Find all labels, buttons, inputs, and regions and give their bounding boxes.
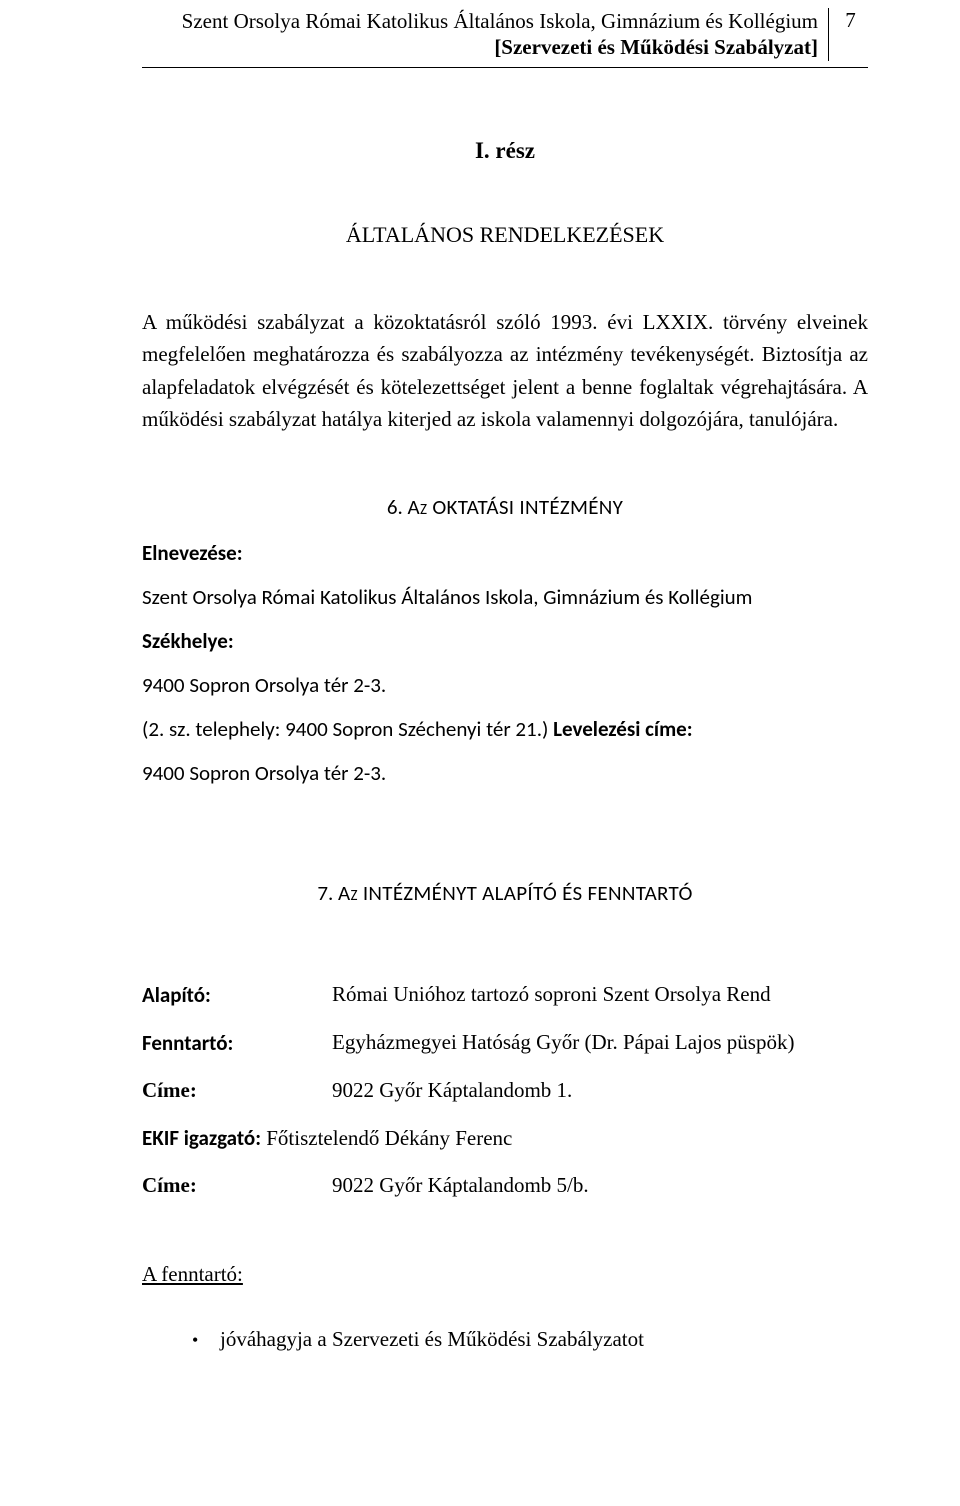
spacer bbox=[142, 926, 868, 966]
table-row: Alapító: Római Unióhoz tartozó soproni S… bbox=[142, 974, 868, 1022]
table-row: Címe: 9022 Győr Káptalandomb 5/b. bbox=[142, 1165, 868, 1212]
founder-key: Alapító: bbox=[142, 974, 332, 1022]
table-row: Címe: 9022 Győr Káptalandomb 1. bbox=[142, 1070, 868, 1117]
maintainer-label: A fenntartó: bbox=[142, 1262, 868, 1287]
ekif-row: EKIF igazgató: Főtisztelendő Dékány Fere… bbox=[142, 1125, 868, 1151]
header-rule bbox=[142, 67, 868, 68]
address-val: 9022 Győr Káptalandomb 1. bbox=[332, 1070, 868, 1117]
section-7-heading: 7. Az INTÉZMÉNYT ALAPÍTÓ ÉS FENNTARTÓ bbox=[142, 880, 868, 906]
ekif-val: Főtisztelendő Dékány Ferenc bbox=[261, 1126, 512, 1150]
section-6-number: 6. bbox=[387, 494, 403, 520]
spacer bbox=[142, 804, 868, 862]
list-item: jóváhagyja a Szervezeti és Működési Szab… bbox=[220, 1327, 868, 1352]
address2-table: Címe: 9022 Győr Káptalandomb 5/b. bbox=[142, 1165, 868, 1212]
site-and-mailing-label: (2. sz. telephely: 9400 Sopron Széchenyi… bbox=[142, 716, 868, 742]
founder-table: Alapító: Római Unióhoz tartozó soproni S… bbox=[142, 974, 868, 1117]
section-6-title: Az OKTATÁSI INTÉZMÉNY bbox=[408, 494, 624, 520]
page-header: Szent Orsolya Római Katolikus Általános … bbox=[142, 8, 868, 61]
address2-val: 9022 Győr Káptalandomb 5/b. bbox=[332, 1165, 868, 1212]
section-6-heading: 6. Az OKTATÁSI INTÉZMÉNY bbox=[142, 494, 868, 520]
header-text: Szent Orsolya Római Katolikus Általános … bbox=[142, 8, 818, 61]
section-7-number: 7. bbox=[317, 880, 333, 906]
part-heading: I. rész bbox=[142, 138, 868, 164]
header-doc-title: [Szervezeti és Működési Szabályzat] bbox=[142, 34, 818, 60]
site-text: (2. sz. telephely: 9400 Sopron Széchenyi… bbox=[142, 716, 553, 742]
mailing-value: 9400 Sopron Orsolya tér 2-3. bbox=[142, 760, 868, 786]
address2-key: Címe: bbox=[142, 1165, 332, 1212]
seat-value: 9400 Sopron Orsolya tér 2-3. bbox=[142, 672, 868, 698]
page-number: 7 bbox=[828, 8, 868, 61]
header-institution: Szent Orsolya Római Katolikus Általános … bbox=[142, 8, 818, 34]
table-row: Fenntartó: Egyházmegyei Hatóság Győr (Dr… bbox=[142, 1022, 868, 1070]
institution-name: Szent Orsolya Római Katolikus Általános … bbox=[142, 584, 868, 610]
founder-val: Római Unióhoz tartozó soproni Szent Orso… bbox=[332, 974, 868, 1022]
document-page: Szent Orsolya Római Katolikus Általános … bbox=[0, 0, 960, 1506]
section-7-title: Az INTÉZMÉNYT ALAPÍTÓ ÉS FENNTARTÓ bbox=[338, 880, 693, 906]
seat-label: Székhelye: bbox=[142, 628, 868, 654]
maintainer-val: Egyházmegyei Hatóság Győr (Dr. Pápai Laj… bbox=[332, 1022, 868, 1070]
address-key: Címe: bbox=[142, 1070, 332, 1117]
general-provisions-heading: ÁLTALÁNOS RENDELKEZÉSEK bbox=[142, 222, 868, 248]
name-label: Elnevezése: bbox=[142, 540, 868, 566]
intro-paragraph: A működési szabályzat a közoktatásról sz… bbox=[142, 306, 868, 436]
maintainer-key: Fenntartó: bbox=[142, 1022, 332, 1070]
ekif-key: EKIF igazgató: bbox=[142, 1125, 261, 1151]
maintainer-bullets: jóváhagyja a Szervezeti és Működési Szab… bbox=[142, 1327, 868, 1352]
mailing-label: Levelezési címe: bbox=[553, 716, 692, 742]
